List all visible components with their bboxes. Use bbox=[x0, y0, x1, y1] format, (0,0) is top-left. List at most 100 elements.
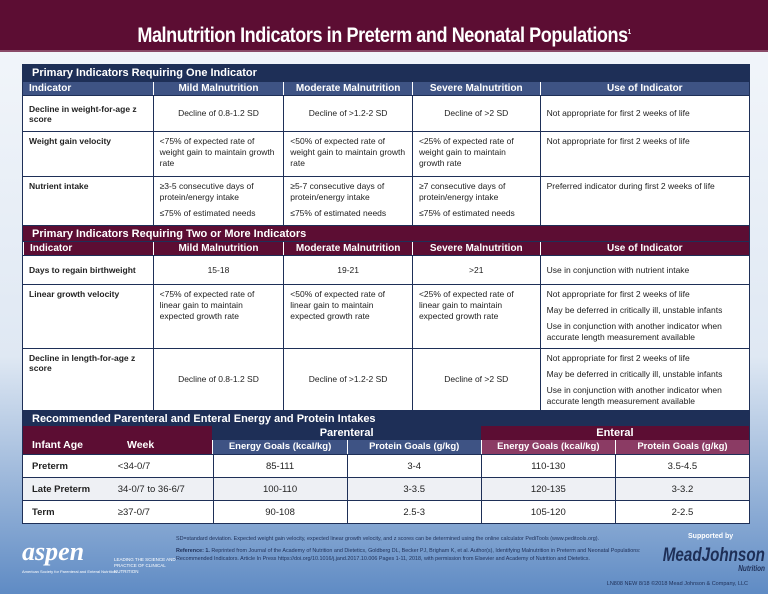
table-row: Weight gain velocity <75% of expected rat… bbox=[23, 131, 749, 176]
mild-text: ≥3-5 consecutive days of protein/energy … bbox=[159, 181, 254, 202]
enteral-header: Enteral bbox=[480, 426, 750, 440]
mild-cell: Decline of 0.8-1.2 SD bbox=[152, 349, 284, 410]
aspen-tagline: LEADING THE SCIENCE AND PRACTICE OF CLIN… bbox=[114, 557, 176, 574]
mj-subtitle: Nutrition bbox=[738, 564, 765, 573]
severe-cell: <25% of expected rate of weight gain to … bbox=[411, 132, 540, 176]
parenteral-energy-cell: 85-111 bbox=[212, 455, 347, 477]
severe-cell: Decline of >2 SD bbox=[411, 96, 540, 131]
week-cell: <34-0/7 bbox=[117, 460, 151, 472]
column-header: Moderate Malnutrition bbox=[283, 82, 412, 95]
parenteral-energy-cell: 90-108 bbox=[212, 501, 347, 523]
use-text: Use in conjunction with another indicato… bbox=[546, 385, 722, 406]
enteral-energy-cell: 110-130 bbox=[480, 455, 615, 477]
moderate-cell: 19-21 bbox=[283, 256, 412, 284]
severe-text: ≤75% of estimated needs bbox=[418, 208, 515, 218]
mild-text: <75% of expected rate of linear gain to … bbox=[159, 289, 255, 321]
parenteral-protein-cell: 3-3.5 bbox=[346, 478, 481, 500]
parenteral-header: Parenteral bbox=[212, 426, 481, 440]
severe-text: <25% of expected rate of linear gain to … bbox=[418, 289, 514, 321]
column-header: Mild Malnutrition bbox=[152, 82, 284, 95]
nutrition-row: Preterm <34-0/7 85-111 3-4 110-130 3.5-4.5 bbox=[23, 454, 749, 477]
infant-age-cell: Preterm bbox=[32, 460, 68, 472]
mj-wordmark: MeadJohnson bbox=[662, 545, 765, 566]
sd-note: SD=standard deviation. Expected weight g… bbox=[176, 536, 600, 542]
page-title: Malnutrition Indicators in Preterm and N… bbox=[54, 0, 714, 69]
use-text: Use in conjunction with another indicato… bbox=[546, 321, 722, 342]
section1-title: Primary Indicators Requiring One Indicat… bbox=[23, 65, 749, 81]
table-row: Nutrient intake ≥3-5 consecutive days of … bbox=[23, 176, 749, 225]
mild-cell: <75% of expected rate of weight gain to … bbox=[152, 132, 284, 176]
column-header: Use of Indicator bbox=[539, 242, 749, 255]
mild-cell: Decline of 0.8-1.2 SD bbox=[152, 96, 284, 131]
use-text: Use in conjunction with nutrient intake bbox=[546, 264, 690, 275]
week-header: Week bbox=[127, 439, 155, 451]
severe-text: Decline of >2 SD bbox=[444, 374, 509, 384]
indicator-cell: Days to regain birthweight bbox=[29, 265, 136, 275]
enteral-protein-header: Protein Goals (g/kg) bbox=[614, 440, 750, 454]
reference-text: Reprinted from Journal of the Academy of… bbox=[176, 548, 641, 562]
use-text: Not appropriate for first 2 weeks of lif… bbox=[546, 289, 690, 299]
enteral-energy-cell: 105-120 bbox=[480, 501, 615, 523]
use-text: Not appropriate for first 2 weeks of lif… bbox=[546, 353, 690, 363]
copyright: LN808 NEW 8/18 ©2018 Mead Johnson & Comp… bbox=[606, 581, 748, 587]
aspen-wordmark: aspen bbox=[22, 537, 85, 566]
table-row: Decline in length-for-age z score Decline… bbox=[23, 348, 749, 410]
week-cell: 34-0/7 to 36-6/7 bbox=[117, 483, 185, 495]
use-cell: Not appropriate for first 2 weeks of lif… bbox=[539, 285, 749, 348]
moderate-text: <50% of expected rate of linear gain to … bbox=[290, 289, 386, 321]
use-cell: Not appropriate for first 2 weeks of lif… bbox=[539, 132, 749, 176]
moderate-text: 19-21 bbox=[337, 264, 359, 275]
moderate-text: ≤75% of estimated needs bbox=[290, 208, 387, 218]
age-week-header: Infant Age Week bbox=[23, 426, 213, 454]
enteral-energy-header: Energy Goals (kcal/kg) bbox=[480, 440, 615, 454]
week-cell: ≥37-0/7 bbox=[117, 506, 150, 518]
column-header: Severe Malnutrition bbox=[411, 82, 540, 95]
mild-text: Decline of 0.8-1.2 SD bbox=[178, 108, 259, 118]
mead-johnson-logo: MeadJohnson Nutrition bbox=[663, 545, 765, 573]
aspen-logo: aspen LEADING THE SCIENCE AND PRACTICE O… bbox=[22, 537, 176, 574]
severe-cell: Decline of >2 SD bbox=[411, 349, 540, 410]
title-bar: Malnutrition Indicators in Preterm and N… bbox=[0, 0, 768, 52]
section2-title: Primary Indicators Requiring Two or More… bbox=[23, 225, 749, 241]
infant-age-cell: Term bbox=[32, 506, 55, 518]
reference-label: Reference: 1. bbox=[176, 548, 210, 554]
moderate-text: Decline of >1.2-2 SD bbox=[308, 374, 388, 384]
indicators-table: Primary Indicators Requiring One Indicat… bbox=[22, 64, 750, 524]
parenteral-protein-cell: 3-4 bbox=[346, 455, 481, 477]
severe-cell: <25% of expected rate of linear gain to … bbox=[411, 285, 540, 348]
enteral-protein-cell: 3-3.2 bbox=[614, 478, 749, 500]
nutrition-row: Term ≥37-0/7 90-108 2.5-3 105-120 2-2.5 bbox=[23, 500, 749, 523]
mild-cell: <75% of expected rate of linear gain to … bbox=[152, 285, 284, 348]
mild-text: Decline of 0.8-1.2 SD bbox=[178, 374, 259, 384]
table-row: Decline in weight-for-age z score Decline… bbox=[23, 95, 749, 131]
column-header-row: Indicator Mild Malnutrition Moderate Malnu… bbox=[23, 241, 749, 255]
parenteral-protein-cell: 2.5-3 bbox=[346, 501, 481, 523]
table-row: Linear growth velocity <75% of expected r… bbox=[23, 284, 749, 348]
severe-cell: >21 bbox=[411, 256, 540, 284]
use-text: Not appropriate for first 2 weeks of lif… bbox=[546, 108, 690, 118]
use-cell: Not appropriate for first 2 weeks of lif… bbox=[539, 349, 749, 410]
column-header: Mild Malnutrition bbox=[152, 242, 284, 255]
nutrition-header: Infant Age Week Parenteral Energy Goals (… bbox=[23, 426, 750, 454]
moderate-text: <50% of expected rate of weight gain to … bbox=[290, 136, 406, 168]
moderate-text: Decline of >1.2-2 SD bbox=[308, 108, 388, 118]
mild-cell: ≥3-5 consecutive days of protein/energy … bbox=[152, 177, 284, 225]
mild-text: 15-18 bbox=[207, 264, 230, 275]
severe-text: <25% of expected rate of weight gain to … bbox=[418, 136, 514, 168]
enteral-group: Enteral Energy Goals (kcal/kg) Protein Go… bbox=[480, 426, 750, 454]
use-text: Not appropriate for first 2 weeks of lif… bbox=[546, 136, 690, 146]
column-header: Use of Indicator bbox=[539, 82, 749, 95]
enteral-protein-cell: 2-2.5 bbox=[614, 501, 749, 523]
use-cell: Not appropriate for first 2 weeks of lif… bbox=[539, 96, 749, 131]
use-text: May be deferred in critically ill, unsta… bbox=[546, 369, 723, 379]
infant-age-header: Infant Age bbox=[32, 439, 83, 451]
indicator-cell: Decline in length-for-age z score bbox=[29, 353, 136, 373]
aspen-subtitle: American Society for Parenteral and Ente… bbox=[22, 569, 117, 574]
title-text: Malnutrition Indicators in Preterm and N… bbox=[137, 24, 628, 47]
nutrition-row: Late Preterm 34-0/7 to 36-6/7 100-110 3-3.5… bbox=[23, 477, 749, 500]
severe-text: >21 bbox=[469, 264, 484, 275]
section3-title: Recommended Parenteral and Enteral Energ… bbox=[23, 410, 749, 426]
mild-text: ≤75% of estimated needs bbox=[159, 208, 256, 218]
severe-text: ≥7 consecutive days of protein/energy in… bbox=[418, 181, 506, 202]
mild-text: <75% of expected rate of weight gain to … bbox=[159, 136, 275, 168]
